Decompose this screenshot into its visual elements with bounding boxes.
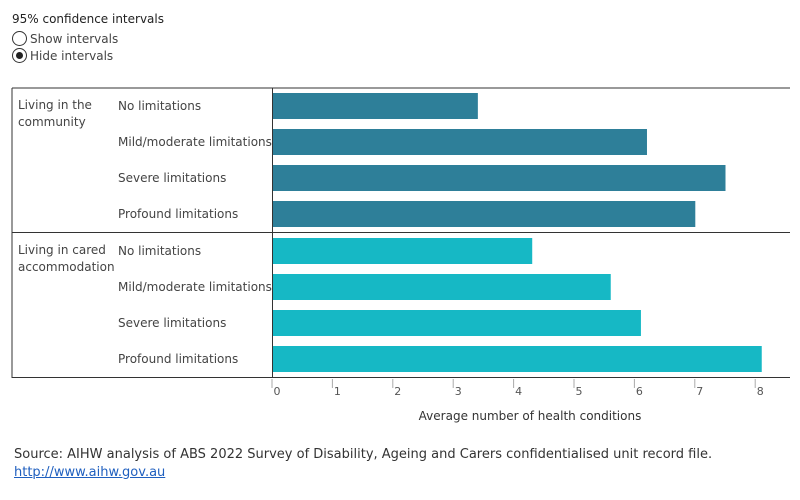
x-tick-label: 1: [334, 385, 341, 398]
bar: [272, 346, 762, 372]
group-label: Living in cared: [18, 243, 106, 257]
x-tick-label: 5: [576, 385, 583, 398]
bar: [272, 238, 533, 264]
x-tick-label: 7: [696, 385, 703, 398]
hide-intervals-radio[interactable]: [12, 48, 27, 63]
category-label: Severe limitations: [118, 171, 226, 185]
bar: [272, 129, 647, 155]
x-tick-label: 3: [455, 385, 462, 398]
bar: [272, 201, 696, 227]
group-label: Living in the: [18, 98, 92, 112]
confidence-intervals-title: 95% confidence intervals: [12, 12, 164, 26]
bar-chart: Living in the community No limitations Mild…: [11, 87, 790, 423]
x-tick-label: 4: [515, 385, 522, 398]
x-tick-label: 8: [757, 385, 764, 398]
x-axis-title: Average number of health conditions: [419, 409, 642, 423]
x-tick-label: 0: [274, 385, 281, 398]
source-note: Source: AIHW analysis of ABS 2022 Survey…: [14, 447, 713, 462]
show-intervals-radio[interactable]: [12, 31, 27, 46]
show-intervals-option[interactable]: Show intervals: [12, 31, 118, 46]
bar: [272, 274, 611, 300]
bar: [272, 310, 641, 336]
category-label: Severe limitations: [118, 316, 226, 330]
category-label: Profound limitations: [118, 352, 238, 366]
category-label: Profound limitations: [118, 207, 238, 221]
show-intervals-label: Show intervals: [30, 31, 119, 46]
group-label: accommodation: [18, 260, 115, 274]
bar: [272, 165, 726, 191]
category-label: No limitations: [118, 99, 201, 113]
hide-intervals-option[interactable]: Hide intervals: [12, 48, 113, 63]
x-tick-label: 6: [636, 385, 643, 398]
category-label: Mild/moderate limitations: [118, 280, 272, 294]
group-label: community: [18, 115, 86, 129]
hide-intervals-label: Hide intervals: [30, 48, 114, 63]
source-link[interactable]: http://www.aihw.gov.au: [14, 465, 166, 480]
bar: [272, 93, 478, 119]
x-tick-label: 2: [394, 385, 401, 398]
category-label: No limitations: [118, 244, 201, 258]
category-label: Mild/moderate limitations: [118, 135, 272, 149]
